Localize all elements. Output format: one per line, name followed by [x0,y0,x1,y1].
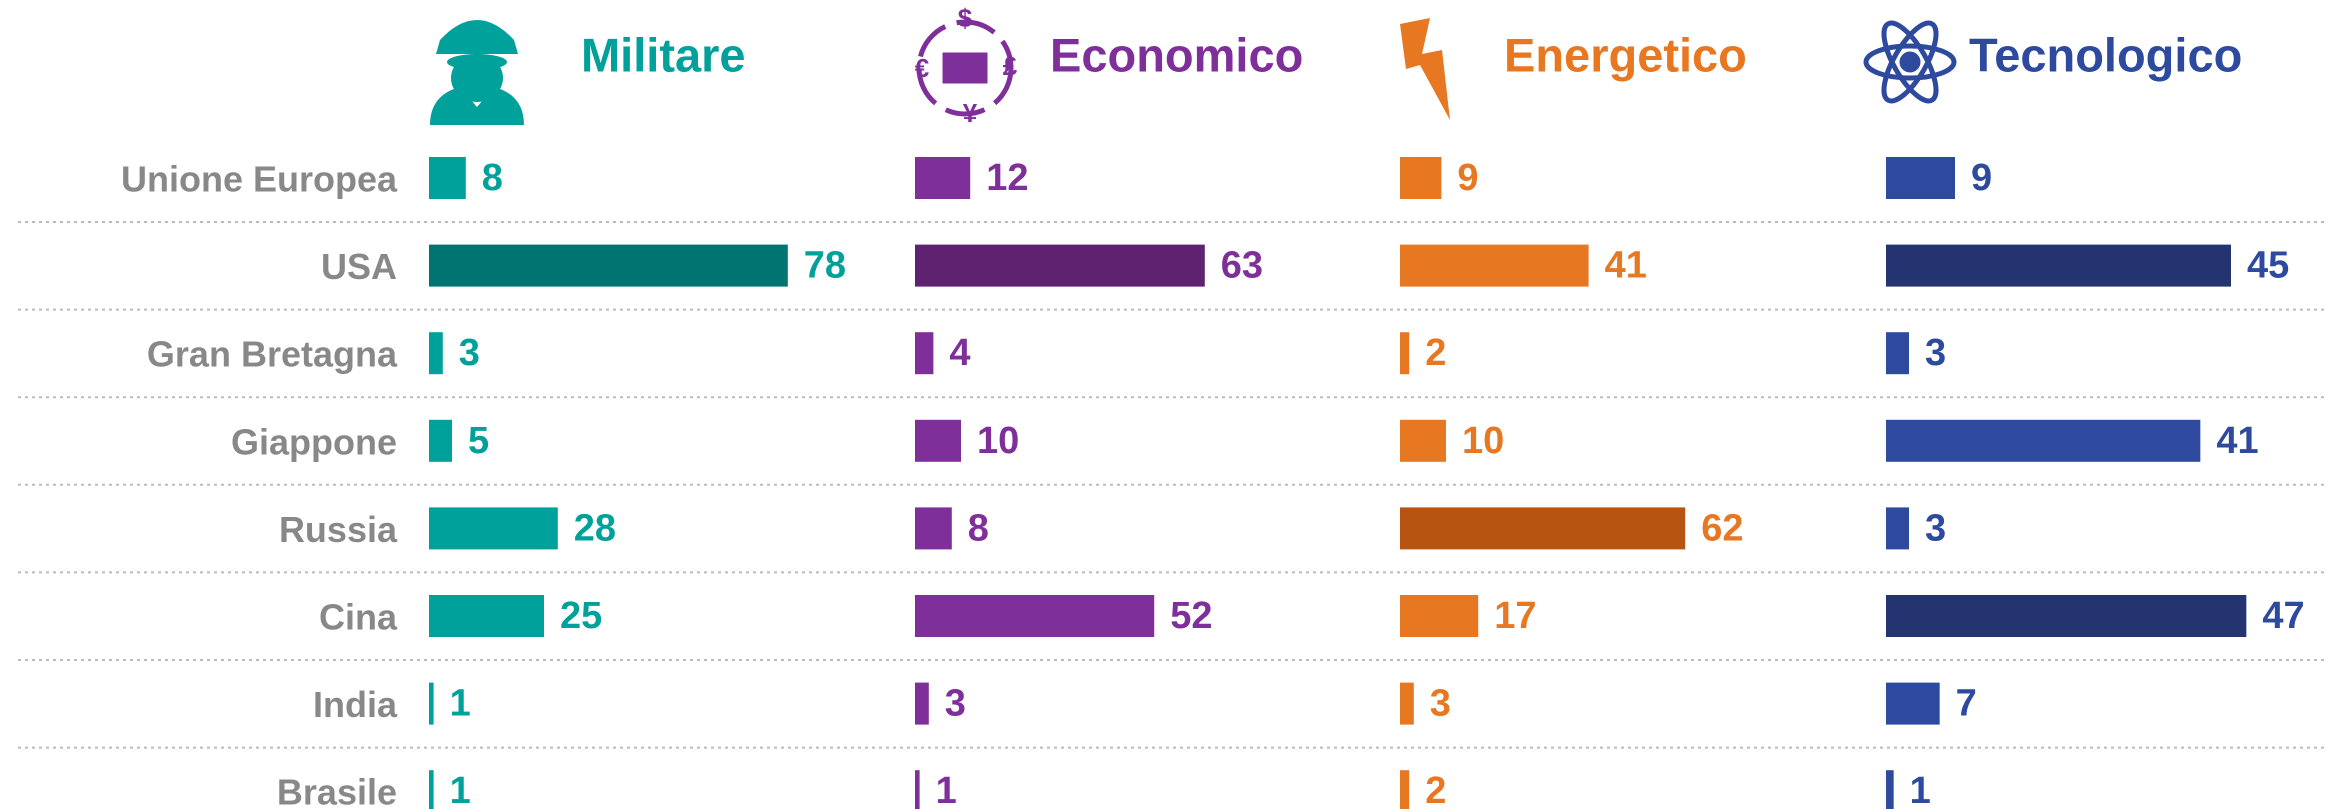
value-label: 47 [2262,595,2304,637]
bar [1400,682,1414,725]
chart-title: Economico [1050,28,1303,81]
bar [1400,507,1686,550]
value-label: 52 [1170,595,1212,637]
atom-icon [1863,20,1957,104]
value-label: 4 [949,332,970,374]
value-label: 3 [459,332,480,374]
bar [915,332,934,375]
value-label: 17 [1494,595,1536,637]
bar [915,595,1155,637]
bar [429,244,788,287]
energy-icon [1400,18,1450,120]
value-label: 9 [1457,157,1478,199]
bar [1886,682,1940,725]
bar [1886,419,2201,462]
svg-text:$: $ [958,3,973,33]
category-label: Brasile [277,772,397,809]
bar [429,507,558,550]
bar [1886,332,1909,375]
value-label: 45 [2247,245,2289,287]
category-label: Gran Bretagna [147,334,398,375]
bar [1886,595,2247,637]
value-label: 5 [468,420,489,462]
value-label: 3 [1430,683,1451,725]
category-label: Unione Europea [121,159,398,200]
value-label: 1 [1910,770,1931,809]
chart-title: Tecnologico [1969,28,2242,81]
bar [915,244,1205,287]
value-label: 41 [2216,420,2258,462]
bar [915,157,971,199]
value-label: 3 [1925,332,1946,374]
bar [429,682,434,725]
bar [915,507,952,550]
category-label: USA [321,246,397,287]
value-label: 8 [968,507,989,549]
bar [1400,770,1410,809]
bar [1886,507,1909,550]
chart-title: Energetico [1504,28,1747,81]
value-label: 62 [1701,507,1743,549]
value-label: 1 [450,683,471,725]
value-label: 3 [945,683,966,725]
value-label: 1 [450,770,471,809]
value-label: 8 [482,157,503,199]
value-label: 63 [1221,245,1263,287]
bar [915,419,961,462]
value-label: 10 [977,420,1019,462]
bar [429,419,452,462]
value-label: 7 [1956,683,1977,725]
bar [1886,770,1894,809]
value-label: 41 [1605,245,1647,287]
bar [429,770,434,809]
bar [429,157,466,199]
svg-text:€: € [915,53,929,83]
value-label: 28 [574,507,616,549]
bar [429,332,443,375]
bar [1400,244,1589,287]
value-label: 3 [1925,507,1946,549]
category-label: Giappone [231,421,397,462]
category-label: Russia [279,509,398,550]
value-label: 25 [560,595,602,637]
bar [429,595,544,637]
soldier-icon [430,20,524,125]
bar [915,682,929,725]
bar [1400,595,1479,637]
category-label: Cina [319,597,398,638]
svg-text:£: £ [1003,51,1018,81]
bar [1400,157,1442,199]
chart-title: Militare [581,28,746,81]
category-label: India [313,684,398,725]
svg-text:¥: ¥ [963,98,978,128]
money-icon: $ € £ ¥ [915,3,1018,128]
value-label: 1 [936,770,957,809]
value-label: 78 [804,245,846,287]
bar [1400,419,1446,462]
bar [1886,157,1955,199]
bar [915,770,920,809]
value-label: 12 [986,157,1028,199]
bar [1400,332,1410,375]
value-label: 2 [1425,770,1446,809]
value-label: 9 [1971,157,1992,199]
bar [1886,244,2231,287]
value-label: 2 [1425,332,1446,374]
value-label: 10 [1462,420,1504,462]
